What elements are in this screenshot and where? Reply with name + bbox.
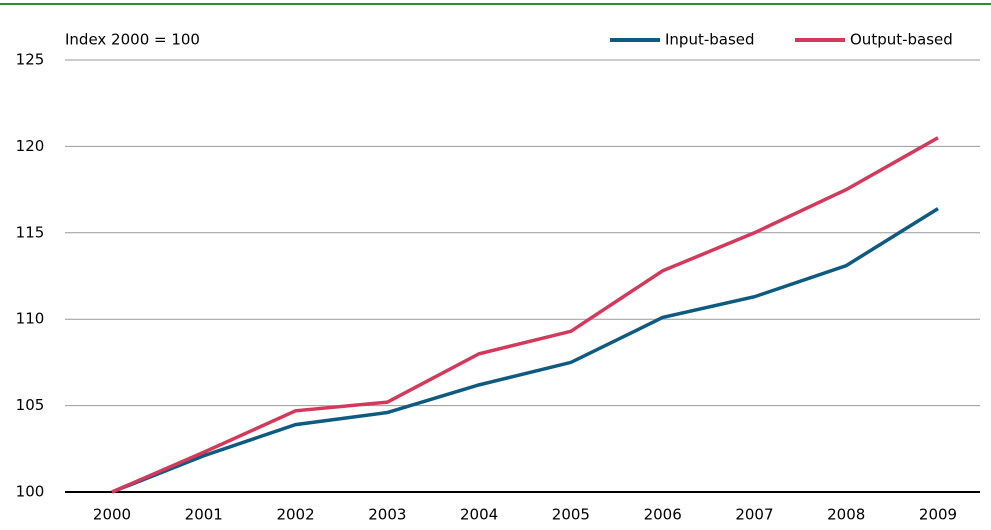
x-tick-label: 2002 [276, 506, 314, 524]
series-line [111, 136, 939, 494]
x-tick-label: 2006 [644, 506, 682, 524]
x-tick-label: 2003 [368, 506, 406, 524]
y-tick-label: 125 [16, 51, 45, 69]
y-tick-label: 100 [16, 483, 45, 501]
x-tick-label: 2009 [919, 506, 957, 524]
y-tick-label: 115 [16, 223, 45, 241]
x-tick-label: 2005 [552, 506, 590, 524]
x-tick-label: 2001 [185, 506, 223, 524]
legend-label: Output-based [850, 31, 953, 49]
y-tick-label: 120 [16, 137, 45, 155]
y-tick-label: 105 [16, 396, 45, 414]
x-tick-label: 2007 [735, 506, 773, 524]
x-tick-label: 2008 [827, 506, 865, 524]
series-line [111, 207, 939, 494]
y-axis-label: Index 2000 = 100 [65, 31, 200, 49]
legend-label: Input-based [665, 31, 755, 49]
y-tick-label: 110 [16, 310, 45, 328]
x-tick-label: 2004 [460, 506, 498, 524]
x-tick-label: 2000 [93, 506, 131, 524]
